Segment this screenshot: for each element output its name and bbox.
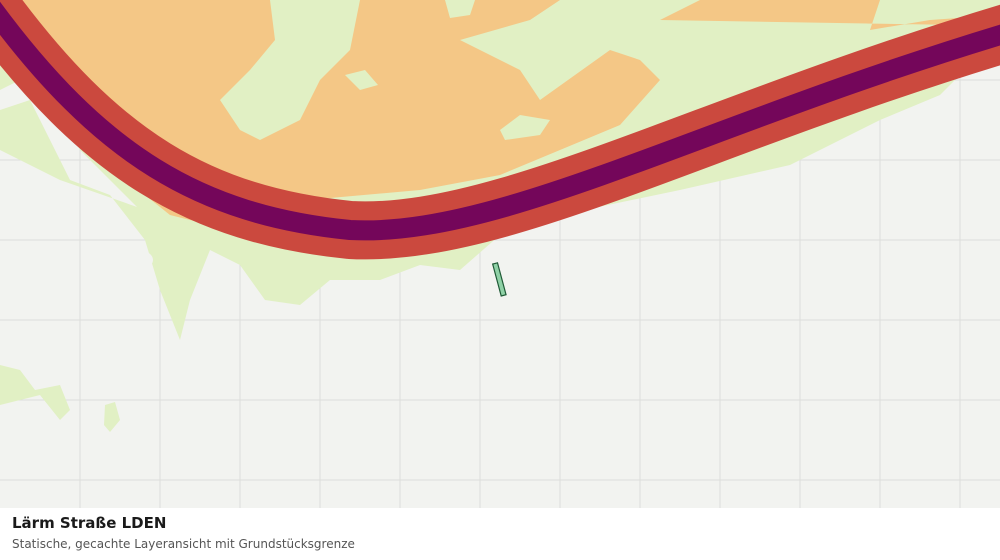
gap xyxy=(123,250,153,270)
noise-zone-low xyxy=(220,0,360,140)
noise-zone-low xyxy=(500,115,550,140)
map-view[interactable] xyxy=(0,0,1000,508)
parcel-boundary[interactable] xyxy=(491,262,507,297)
legend-footer: Lärm Straße LDEN Statische, gecachte Lay… xyxy=(0,508,1000,560)
noise-zone-low xyxy=(445,0,475,18)
layer-title: Lärm Straße LDEN xyxy=(12,514,167,532)
layer-subtitle: Statische, gecachte Layeransicht mit Gru… xyxy=(12,537,355,551)
noise-zone-low xyxy=(104,402,120,432)
noise-zone-max xyxy=(0,1,1000,241)
noise-zone-low xyxy=(0,365,70,420)
noise-zone-low xyxy=(0,100,500,340)
noise-zone-low xyxy=(345,70,378,90)
